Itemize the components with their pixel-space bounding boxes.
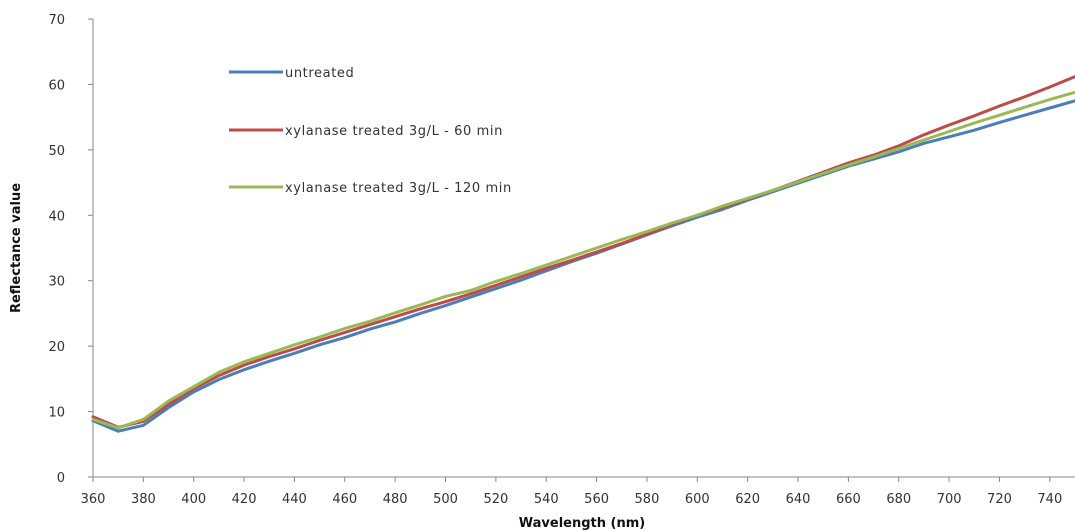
y-tick-label: 0: [57, 471, 65, 486]
series-line-2: [91, 75, 1075, 429]
x-tick-label: 500: [433, 492, 458, 507]
x-tick-label: 480: [383, 492, 408, 507]
legend-label-3: xylanase treated 3g/L - 120 min: [285, 181, 512, 196]
y-axis: 0 10 20 30 40 50 60 70: [48, 13, 94, 486]
x-tick-label: 660: [836, 492, 861, 507]
x-tick-label: 700: [937, 492, 962, 507]
y-tick-label: 30: [48, 275, 65, 290]
x-tick-label: 720: [987, 492, 1012, 507]
series-lines: [91, 75, 1075, 433]
x-tick-label: 360: [81, 492, 106, 507]
legend-label-2: xylanase treated 3g/L - 60 min: [285, 124, 503, 139]
x-tick-label: 520: [483, 492, 508, 507]
y-axis-title: Reflectance value: [9, 183, 24, 313]
x-axis-title: Wavelength (nm): [519, 516, 645, 530]
y-tick-label: 50: [48, 144, 65, 159]
x-tick-label: 680: [886, 492, 911, 507]
series-line-3: [91, 90, 1075, 430]
x-tick-label: 560: [584, 492, 609, 507]
x-tick-label: 460: [332, 492, 357, 507]
x-tick-label: 640: [786, 492, 811, 507]
x-tick-label: 380: [131, 492, 156, 507]
x-tick-label: 420: [232, 492, 257, 507]
x-tick-label: 440: [282, 492, 307, 507]
y-tick-label: 70: [48, 13, 65, 28]
x-tick-label: 600: [685, 492, 710, 507]
y-tick-label: 20: [48, 340, 65, 355]
y-tick-label: 10: [48, 406, 65, 421]
x-tick-label: 400: [181, 492, 206, 507]
series-line-1: [91, 99, 1075, 433]
x-tick-label: 740: [1037, 492, 1062, 507]
y-tick-label: 60: [48, 78, 65, 93]
y-tick-label: 40: [48, 209, 65, 224]
x-tick-label: 540: [534, 492, 559, 507]
x-tick-label: 580: [635, 492, 660, 507]
legend: untreated xylanase treated 3g/L - 60 min x…: [229, 66, 512, 196]
legend-label-1: untreated: [285, 66, 354, 81]
x-axis: 360 380 400 420 440 460 480 500 520 540 560 580 600 6…: [81, 476, 1075, 507]
x-tick-label: 620: [735, 492, 760, 507]
